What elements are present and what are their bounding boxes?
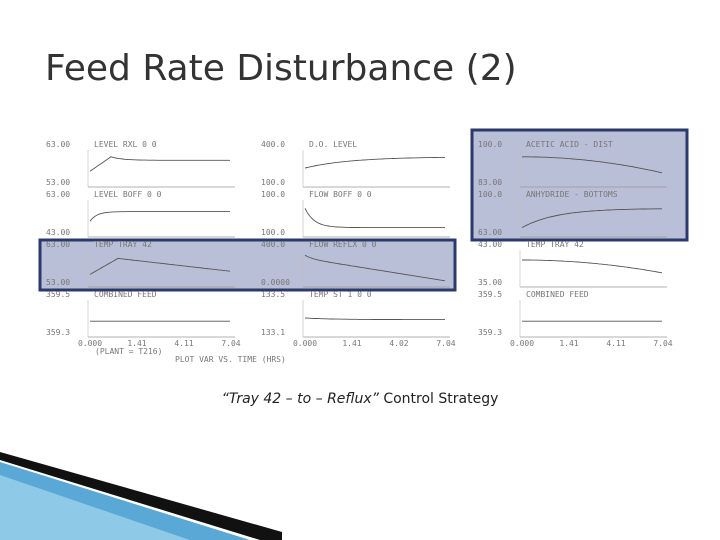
highlight-box <box>38 238 457 292</box>
caption: “Tray 42 – to – Reflux” Control Strategy <box>222 391 499 407</box>
x-tick-label: 7.04 <box>221 339 240 348</box>
panel-bottom-value: 359.3 <box>46 328 70 337</box>
panel-bottom-value: 53.00 <box>46 178 70 187</box>
panel-label: FLOW REFLX 0 0 <box>309 240 377 249</box>
panel-bottom-value: 100.0 <box>261 178 285 187</box>
panel-label: TEMP ST 1 0 0 <box>309 290 372 299</box>
panel-bottom-value: 53.00 <box>46 278 70 287</box>
highlight-box <box>470 128 689 242</box>
decor-stripe <box>0 452 282 540</box>
panel-bottom-value: 43.00 <box>46 228 70 237</box>
panel-top-value: 63.00 <box>46 140 70 149</box>
panel-top-value: 100.0 <box>478 140 502 149</box>
x-tick-label: 1.41 <box>127 339 146 348</box>
panel-curve <box>522 259 663 274</box>
panel-top-value: 359.5 <box>46 290 70 299</box>
plot-grid: 63.00 53.00 LEVEL RXL 0 0 63.00 43.00 LEVEL B… <box>46 140 673 364</box>
x-tick-label: 1.41 <box>342 339 361 348</box>
x-tick-label: 4.11 <box>174 339 193 348</box>
panel-label: TEMP TRAY 42 <box>526 240 584 249</box>
panel-label: LEVEL RXL 0 0 <box>94 140 157 149</box>
panel-curve <box>304 317 445 321</box>
panel-curve <box>304 156 445 169</box>
panel-bottom-value: 0.0000 <box>261 278 290 287</box>
decor-swoosh <box>0 475 190 540</box>
panel-bottom-value: 63.00 <box>478 228 502 237</box>
x-tick-label: 7.04 <box>653 339 672 348</box>
panel-top-value: 133.5 <box>261 290 285 299</box>
x-tick-label: 4.11 <box>606 339 625 348</box>
panel-label: ACETIC ACID - DIST <box>526 140 613 149</box>
plot-footer: PLOT VAR VS. TIME (HRS) <box>175 355 286 364</box>
panel-bottom-value: 83.00 <box>478 178 502 187</box>
x-tick-label: 4.02 <box>389 339 408 348</box>
panel-top-value: 400.0 <box>261 240 285 249</box>
panel-bottom-value: 100.0 <box>261 228 285 237</box>
panel-curve <box>522 156 663 174</box>
panel-bottom-value: 359.3 <box>478 328 502 337</box>
panel-label: COMBINED FEED <box>526 290 589 299</box>
panel-top-value: 63.00 <box>46 240 70 249</box>
panel-top-value: 63.00 <box>46 190 70 199</box>
plot-footer: (PLANT = T216) <box>95 347 162 356</box>
panel-label: D.O. LEVEL <box>309 140 357 149</box>
x-tick-label: 0.000 <box>510 339 534 348</box>
panel-top-value: 400.0 <box>261 140 285 149</box>
panel-label: LEVEL BOFF 0 0 <box>94 190 162 199</box>
panel-label: TEMP TRAY 42 <box>94 240 152 249</box>
panel-top-value: 100.0 <box>261 190 285 199</box>
panel-label: COMBINED FEED <box>94 290 157 299</box>
panel-curve <box>304 208 445 229</box>
x-tick-label: 0.000 <box>78 339 102 348</box>
panel-label: ANHYDRIDE - BOTTOMS <box>526 190 618 199</box>
panel-top-value: 100.0 <box>478 190 502 199</box>
x-tick-label: 0.000 <box>293 339 317 348</box>
panel-top-value: 43.00 <box>478 240 502 249</box>
panel-top-value: 359.5 <box>478 290 502 299</box>
panel-curve <box>89 156 230 172</box>
panel-label: FLOW BOFF 0 0 <box>309 190 372 199</box>
caption-text: Control Strategy <box>383 391 498 407</box>
caption-emphasis: “Tray 42 – to – Reflux” <box>222 391 380 407</box>
panel-bottom-value: 133.1 <box>261 328 285 337</box>
x-tick-label: 1.41 <box>559 339 578 348</box>
panel-curve <box>89 211 230 222</box>
panel-curve <box>304 254 446 282</box>
panel-curve <box>521 208 662 228</box>
panel-bottom-value: 35.00 <box>478 278 502 287</box>
slide-title: Feed Rate Disturbance (2) <box>45 48 517 89</box>
x-tick-label: 7.04 <box>436 339 455 348</box>
panel-curve <box>89 257 231 275</box>
